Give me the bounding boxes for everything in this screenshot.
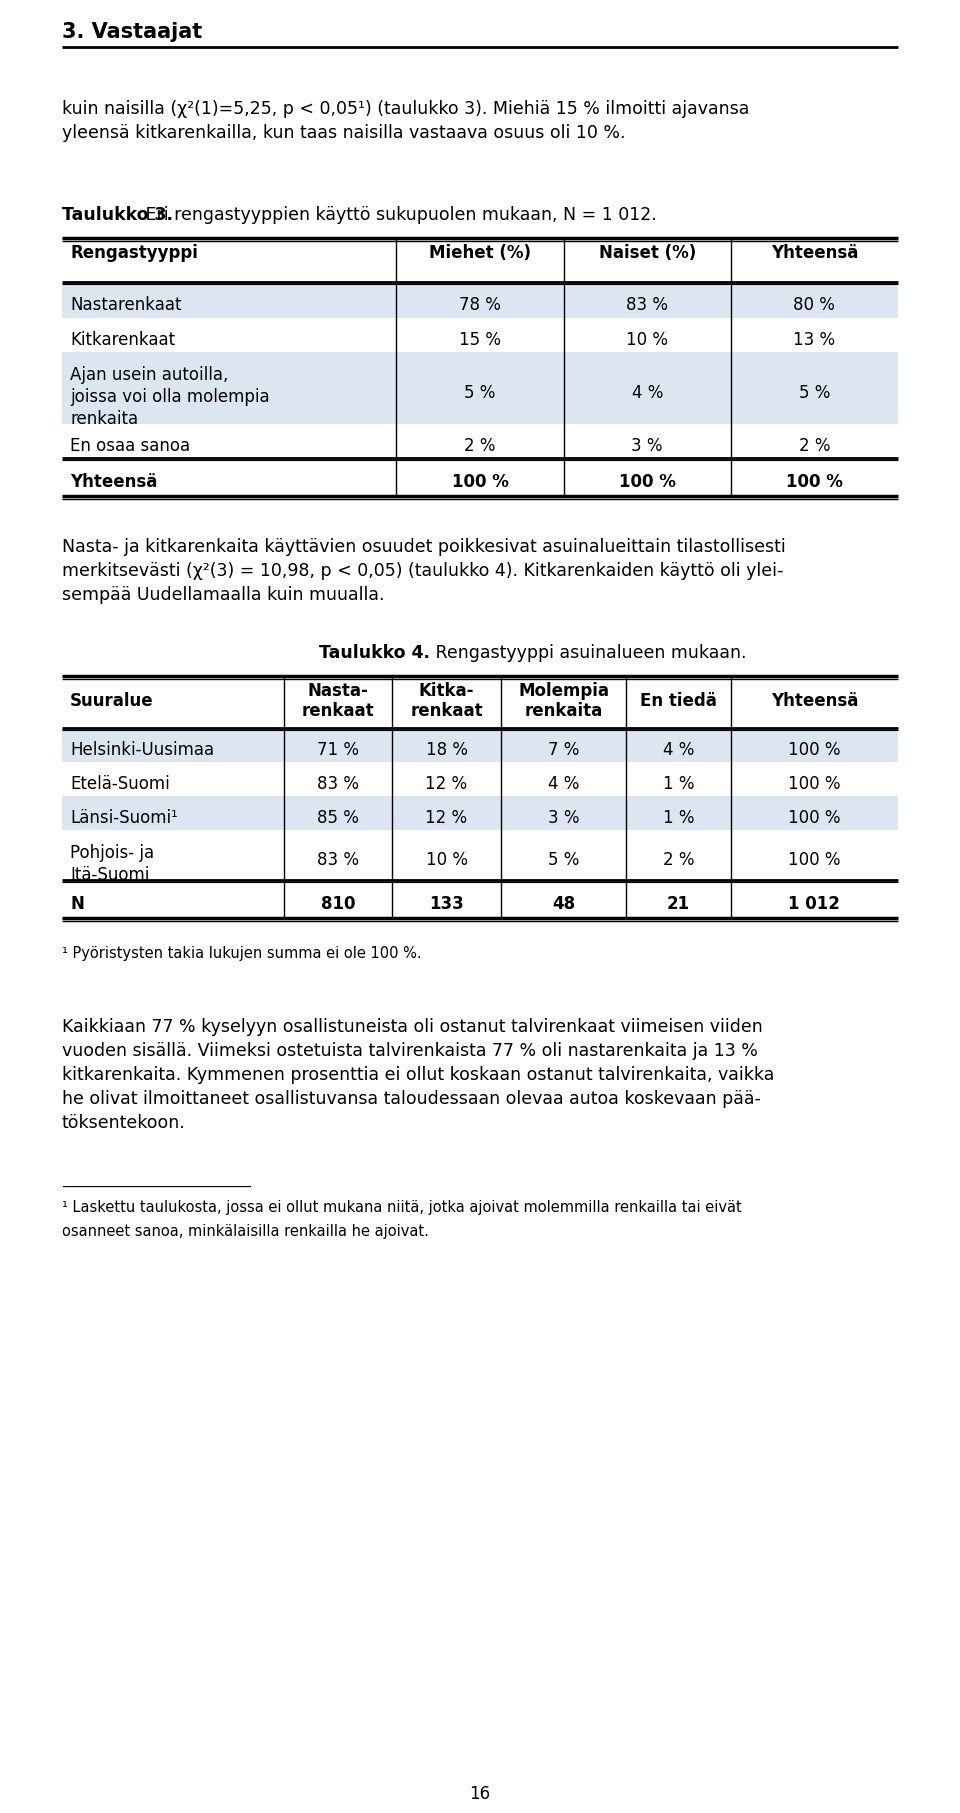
Text: En tiedä: En tiedä xyxy=(640,693,717,711)
Text: N: N xyxy=(70,896,84,912)
Text: Naiset (%): Naiset (%) xyxy=(599,245,696,263)
Text: Rengastyyppi asuinalueen mukaan.: Rengastyyppi asuinalueen mukaan. xyxy=(430,644,747,662)
Text: Kaikkiaan 77 % kyselyyn osallistuneista oli ostanut talvirenkaat viimeisen viide: Kaikkiaan 77 % kyselyyn osallistuneista … xyxy=(62,1019,763,1035)
Text: 83 %: 83 % xyxy=(626,296,668,314)
Text: Pohjois- ja: Pohjois- ja xyxy=(70,845,155,863)
Text: 100 %: 100 % xyxy=(619,473,676,491)
Text: renkaat: renkaat xyxy=(301,702,374,720)
Text: 78 %: 78 % xyxy=(459,296,501,314)
Text: 18 %: 18 % xyxy=(425,742,468,760)
Text: sempää Uudellamaalla kuin muualla.: sempää Uudellamaalla kuin muualla. xyxy=(62,586,385,604)
Text: renkaita: renkaita xyxy=(70,410,138,428)
Text: merkitsevästi (χ²(3) = 10,98, p < 0,05) (taulukko 4). Kitkarenkaiden käyttö oli : merkitsevästi (χ²(3) = 10,98, p < 0,05) … xyxy=(62,562,783,580)
Text: Taulukko 4.: Taulukko 4. xyxy=(319,644,430,662)
Text: kuin naisilla (χ²(1)=5,25, p < 0,05¹) (taulukko 3). Miehiä 15 % ilmoitti ajavans: kuin naisilla (χ²(1)=5,25, p < 0,05¹) (t… xyxy=(62,100,750,118)
Text: 83 %: 83 % xyxy=(317,774,359,792)
Bar xyxy=(62,729,898,761)
Bar xyxy=(62,283,898,317)
Text: 1 %: 1 % xyxy=(662,774,694,792)
Text: 71 %: 71 % xyxy=(317,742,359,760)
Text: Kitka-: Kitka- xyxy=(419,682,474,700)
Text: 4 %: 4 % xyxy=(632,384,663,402)
Text: 3. Vastaajat: 3. Vastaajat xyxy=(62,22,203,42)
Text: Rengastyyppi: Rengastyyppi xyxy=(70,245,198,263)
Text: 83 %: 83 % xyxy=(317,850,359,868)
Text: 4 %: 4 % xyxy=(662,742,694,760)
Text: 48: 48 xyxy=(552,896,575,912)
Text: Nasta- ja kitkarenkaita käyttävien osuudet poikkesivat asuinalueittain tilastoll: Nasta- ja kitkarenkaita käyttävien osuud… xyxy=(62,538,785,557)
Text: renkaita: renkaita xyxy=(524,702,603,720)
Text: 100 %: 100 % xyxy=(788,774,841,792)
Text: 133: 133 xyxy=(429,896,464,912)
Text: Länsi-Suomi¹: Länsi-Suomi¹ xyxy=(70,809,178,827)
Text: 16: 16 xyxy=(469,1786,491,1802)
Text: vuoden sisällä. Viimeksi ostetuista talvirenkaista 77 % oli nastarenkaita ja 13 : vuoden sisällä. Viimeksi ostetuista talv… xyxy=(62,1042,757,1061)
Text: Nastarenkaat: Nastarenkaat xyxy=(70,296,181,314)
Text: ¹ Pyöristysten takia lukujen summa ei ole 100 %.: ¹ Pyöristysten takia lukujen summa ei ol… xyxy=(62,946,421,961)
Text: Yhteensä: Yhteensä xyxy=(771,693,858,711)
Text: 3 %: 3 % xyxy=(632,437,663,455)
Text: 2 %: 2 % xyxy=(465,437,495,455)
Text: 13 %: 13 % xyxy=(793,330,835,348)
Text: he olivat ilmoittaneet osallistuvansa taloudessaan olevaa autoa koskevaan pää-: he olivat ilmoittaneet osallistuvansa ta… xyxy=(62,1090,761,1108)
Text: Taulukko 3.: Taulukko 3. xyxy=(62,207,173,225)
Text: Kitkarenkaat: Kitkarenkaat xyxy=(70,330,175,348)
Text: 5 %: 5 % xyxy=(548,850,579,868)
Text: 5 %: 5 % xyxy=(799,384,830,402)
Text: Itä-Suomi: Itä-Suomi xyxy=(70,867,150,883)
Text: 80 %: 80 % xyxy=(794,296,835,314)
Text: renkaat: renkaat xyxy=(410,702,483,720)
Text: 1 %: 1 % xyxy=(662,809,694,827)
Text: 100 %: 100 % xyxy=(788,809,841,827)
Text: Miehet (%): Miehet (%) xyxy=(429,245,531,263)
Text: 1 012: 1 012 xyxy=(788,896,840,912)
Text: 7 %: 7 % xyxy=(548,742,579,760)
Text: Suuralue: Suuralue xyxy=(70,693,154,711)
Text: 100 %: 100 % xyxy=(451,473,509,491)
Text: 15 %: 15 % xyxy=(459,330,501,348)
Text: joissa voi olla molempia: joissa voi olla molempia xyxy=(70,388,270,406)
Text: Molempia: Molempia xyxy=(518,682,609,700)
Text: 100 %: 100 % xyxy=(786,473,843,491)
Text: 2 %: 2 % xyxy=(662,850,694,868)
Text: 12 %: 12 % xyxy=(425,809,468,827)
Text: Yhteensä: Yhteensä xyxy=(771,245,858,263)
Text: 85 %: 85 % xyxy=(317,809,359,827)
Text: Ajan usein autoilla,: Ajan usein autoilla, xyxy=(70,366,228,384)
Bar xyxy=(62,796,898,830)
Text: 10 %: 10 % xyxy=(626,330,668,348)
Text: 810: 810 xyxy=(321,896,355,912)
Text: 100 %: 100 % xyxy=(788,742,841,760)
Text: 100 %: 100 % xyxy=(788,850,841,868)
Text: kitkarenkaita. Kymmenen prosenttia ei ollut koskaan ostanut talvirenkaita, vaikk: kitkarenkaita. Kymmenen prosenttia ei ol… xyxy=(62,1066,775,1084)
Text: Etelä-Suomi: Etelä-Suomi xyxy=(70,774,170,792)
Text: osanneet sanoa, minkälaisilla renkailla he ajoivat.: osanneet sanoa, minkälaisilla renkailla … xyxy=(62,1224,429,1240)
Text: Nasta-: Nasta- xyxy=(307,682,369,700)
Text: En osaa sanoa: En osaa sanoa xyxy=(70,437,190,455)
Text: Yhteensä: Yhteensä xyxy=(70,473,157,491)
Text: 2 %: 2 % xyxy=(799,437,830,455)
Text: Eri rengastyyppien käyttö sukupuolen mukaan, N = 1 012.: Eri rengastyyppien käyttö sukupuolen muk… xyxy=(140,207,657,225)
Text: töksentekoon.: töksentekoon. xyxy=(62,1113,185,1131)
Text: 3 %: 3 % xyxy=(548,809,579,827)
Text: 5 %: 5 % xyxy=(465,384,495,402)
Bar xyxy=(62,352,898,424)
Text: yleensä kitkarenkailla, kun taas naisilla vastaava osuus oli 10 %.: yleensä kitkarenkailla, kun taas naisill… xyxy=(62,123,626,141)
Text: 4 %: 4 % xyxy=(548,774,579,792)
Text: ¹ Laskettu taulukosta, jossa ei ollut mukana niitä, jotka ajoivat molemmilla ren: ¹ Laskettu taulukosta, jossa ei ollut mu… xyxy=(62,1200,742,1215)
Text: Helsinki-Uusimaa: Helsinki-Uusimaa xyxy=(70,742,214,760)
Text: 10 %: 10 % xyxy=(425,850,468,868)
Text: 12 %: 12 % xyxy=(425,774,468,792)
Text: 21: 21 xyxy=(667,896,690,912)
Text: ___________________________: ___________________________ xyxy=(62,1175,251,1188)
